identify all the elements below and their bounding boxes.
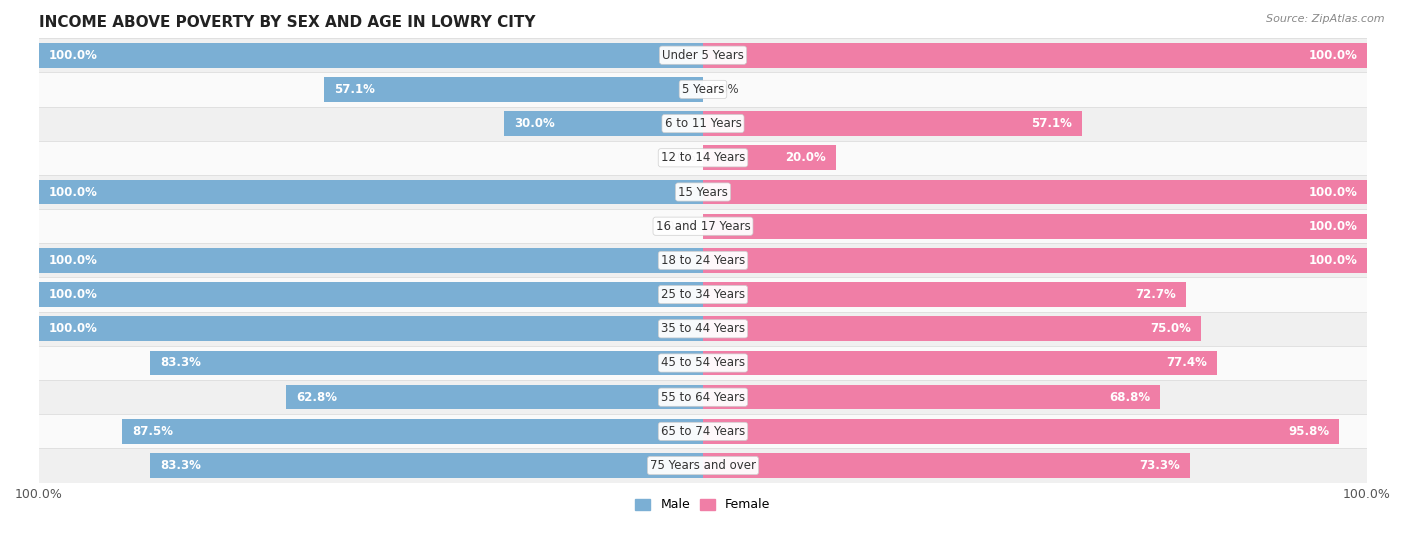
Text: 0.0%: 0.0% [666,220,696,233]
Bar [39,282,703,307]
Text: 95.8%: 95.8% [1288,425,1329,438]
Bar [39,414,1367,449]
Text: 57.1%: 57.1% [1032,117,1073,130]
Text: 100.0%: 100.0% [1308,49,1357,62]
Text: 100.0%: 100.0% [49,254,98,267]
Text: 83.3%: 83.3% [160,357,201,369]
Bar [39,141,1367,175]
Bar [703,248,1367,273]
Text: 57.1%: 57.1% [333,83,374,96]
Bar [39,180,703,204]
Bar [39,73,1367,107]
Bar [39,38,1367,73]
Bar [703,385,1160,410]
Text: 72.7%: 72.7% [1135,288,1175,301]
Bar [39,43,703,68]
Text: 83.3%: 83.3% [160,459,201,472]
Text: 30.0%: 30.0% [513,117,554,130]
Text: 65 to 74 Years: 65 to 74 Years [661,425,745,438]
Text: 18 to 24 Years: 18 to 24 Years [661,254,745,267]
Text: Under 5 Years: Under 5 Years [662,49,744,62]
Text: 100.0%: 100.0% [1308,220,1357,233]
Bar [150,350,703,376]
Bar [703,316,1201,341]
Bar [503,111,703,136]
Text: 100.0%: 100.0% [1308,254,1357,267]
Text: Source: ZipAtlas.com: Source: ZipAtlas.com [1267,14,1385,24]
Text: 75.0%: 75.0% [1150,323,1191,335]
Text: 100.0%: 100.0% [49,49,98,62]
Bar [703,453,1189,478]
Bar [39,248,703,273]
Text: 6 to 11 Years: 6 to 11 Years [665,117,741,130]
Text: 73.3%: 73.3% [1139,459,1180,472]
Text: 100.0%: 100.0% [49,185,98,199]
Bar [703,111,1083,136]
Bar [39,312,1367,346]
Bar [122,419,703,444]
Bar [703,419,1339,444]
Bar [39,107,1367,141]
Text: 5 Years: 5 Years [682,83,724,96]
Text: 68.8%: 68.8% [1109,391,1150,403]
Text: 77.4%: 77.4% [1166,357,1206,369]
Text: 45 to 54 Years: 45 to 54 Years [661,357,745,369]
Bar [150,453,703,478]
Bar [39,449,1367,483]
Text: 20.0%: 20.0% [785,151,825,164]
Bar [323,77,703,102]
Text: 100.0%: 100.0% [49,323,98,335]
Bar [39,243,1367,277]
Bar [39,209,1367,243]
Bar [703,43,1367,68]
Text: 100.0%: 100.0% [49,288,98,301]
Bar [703,282,1185,307]
Text: 35 to 44 Years: 35 to 44 Years [661,323,745,335]
Text: 0.0%: 0.0% [666,151,696,164]
Text: 15 Years: 15 Years [678,185,728,199]
Bar [285,385,703,410]
Text: 55 to 64 Years: 55 to 64 Years [661,391,745,403]
Text: 87.5%: 87.5% [132,425,173,438]
Text: 16 and 17 Years: 16 and 17 Years [655,220,751,233]
Text: 62.8%: 62.8% [295,391,337,403]
Bar [39,346,1367,380]
Bar [39,380,1367,414]
Text: 12 to 14 Years: 12 to 14 Years [661,151,745,164]
Bar [703,214,1367,238]
Text: 75 Years and over: 75 Years and over [650,459,756,472]
Bar [39,175,1367,209]
Text: 0.0%: 0.0% [710,83,740,96]
Bar [703,146,835,170]
Text: INCOME ABOVE POVERTY BY SEX AND AGE IN LOWRY CITY: INCOME ABOVE POVERTY BY SEX AND AGE IN L… [39,15,536,30]
Bar [39,316,703,341]
Text: 25 to 34 Years: 25 to 34 Years [661,288,745,301]
Bar [703,180,1367,204]
Bar [703,350,1218,376]
Legend: Male, Female: Male, Female [630,493,776,517]
Text: 100.0%: 100.0% [1308,185,1357,199]
Bar [39,277,1367,312]
